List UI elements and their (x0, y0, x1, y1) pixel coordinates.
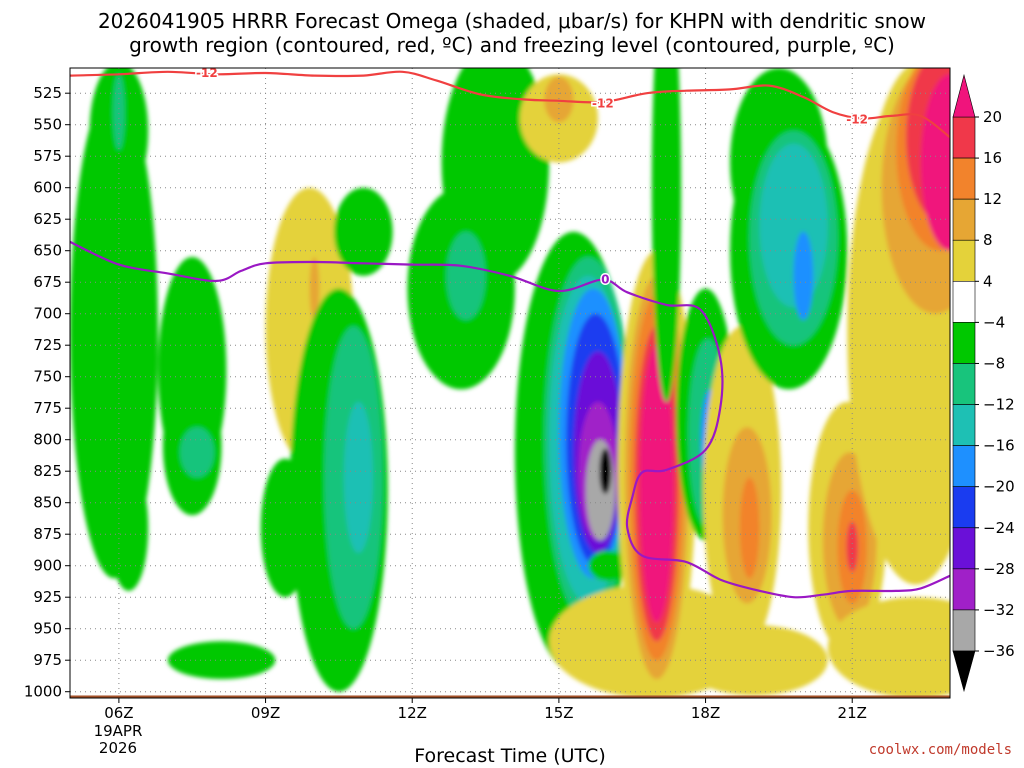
colorbar-label-3: 8 (983, 231, 993, 249)
plot-area: -12 -12 -12 0 (70, 66, 950, 698)
date-label-year: 2026 (99, 739, 137, 757)
dgz-contour-label-1: -12 (592, 96, 614, 110)
colorbar-label-7: −12 (983, 396, 1015, 414)
omega-cell-47 (759, 143, 828, 308)
colorbar-bin-1 (952, 157, 976, 200)
dgz-contour (70, 70, 950, 139)
colorbar-bin-3 (952, 239, 976, 282)
colorbar-label-4: 4 (983, 272, 993, 290)
y-tick-label-550: 550 (33, 116, 62, 134)
y-tick-label-775: 775 (33, 399, 62, 417)
y-tick-label-725: 725 (33, 336, 62, 354)
omega-cell-7 (167, 641, 276, 680)
title-line-1: 2026041905 HRRR Forecast Omega (shaded, … (98, 9, 926, 33)
colorbar-bin-9 (952, 486, 976, 529)
y-tick-label-750: 750 (33, 368, 62, 386)
colorbar-bottom-arrow (952, 650, 976, 693)
contour-lines: -12 -12 -12 0 (70, 66, 950, 599)
colorbar-label-6: −8 (983, 354, 1005, 372)
y-tick-label-950: 950 (33, 620, 62, 638)
colorbar-label-9: −20 (983, 478, 1015, 496)
y-tick-label-925: 925 (33, 588, 62, 606)
plot-frame (69, 67, 951, 699)
y-tick-label-900: 900 (33, 557, 62, 575)
y-tick-label-650: 650 (33, 242, 62, 260)
title-line-2: growth region (contoured, red, ºC) and f… (129, 33, 895, 57)
omega-cell-62 (827, 597, 950, 698)
colorbar-bin-5 (952, 322, 976, 364)
freezing-level-contour (70, 240, 950, 599)
y-tick-label-700: 700 (33, 305, 62, 323)
x-tick-label-21Z: 21Z (838, 704, 867, 722)
omega-cell-61 (920, 74, 950, 251)
y-tick-label-825: 825 (33, 462, 62, 480)
colorbar-label-8: −16 (983, 437, 1015, 455)
x-tick-label-18Z: 18Z (691, 704, 720, 722)
y-tick-label-850: 850 (33, 494, 62, 512)
omega-cell-48 (793, 231, 814, 320)
y-tick-label-975: 975 (33, 651, 62, 669)
shading-layer (70, 68, 950, 698)
ground-surface-group (70, 695, 950, 698)
omega-cell-0 (70, 86, 158, 579)
credit-link[interactable]: coolwx.com/models (869, 742, 1012, 758)
colorbar-bin-12 (952, 609, 976, 652)
colorbar-label-5: −4 (983, 313, 1005, 331)
colorbar-bin-0 (952, 116, 976, 159)
y-tick-label-625: 625 (33, 210, 62, 228)
colorbar-bin-6 (952, 363, 976, 405)
grid-lines (70, 68, 950, 698)
colorbar-bin-2 (952, 198, 976, 241)
colorbar-label-11: −28 (983, 560, 1015, 578)
colorbar-label-0: 20 (983, 108, 1002, 126)
colorbar-bin-8 (952, 445, 976, 487)
pressure-axis: 525 550 575 600 625 650 675 700 725 750 775 800 825 8… (24, 84, 70, 701)
x-tick-label-15Z: 15Z (544, 704, 573, 722)
colorbar-top-arrow (952, 73, 976, 118)
omega-cell-35 (639, 345, 674, 623)
omega-cell-49 (681, 624, 828, 696)
omega-cell-14 (334, 187, 393, 276)
colorbar-bin-4 (952, 281, 976, 323)
omega-cell-13 (343, 401, 374, 554)
colorbar-label-1: 16 (983, 149, 1002, 167)
time-axis: 19APR 2026 06Z 09Z 12Z 15Z 18Z 21Z (94, 698, 867, 757)
freezing-level-contour-label-0: 0 (601, 273, 609, 287)
colorbar: 20 16 12 8 4 −4 −8 −12 −16 −20 −24 −28 −32 −36 (952, 73, 1015, 693)
omega-cell-27 (585, 439, 616, 541)
omega-cell-19 (544, 76, 574, 123)
omega-cell-43 (739, 477, 760, 579)
omega-cell-17 (446, 231, 486, 320)
x-tick-label-06Z: 06Z (104, 704, 133, 722)
colorbar-label-10: −24 (983, 519, 1015, 537)
colorbar-label-13: −36 (983, 642, 1015, 660)
omega-cell-36 (651, 68, 682, 402)
omega-cell-29 (588, 550, 628, 581)
colorbar-label-12: −32 (983, 601, 1015, 619)
omega-shading (70, 68, 950, 698)
colorbar-bin-11 (952, 568, 976, 611)
y-tick-label-1000: 1000 (24, 683, 62, 701)
y-tick-label-525: 525 (33, 84, 62, 102)
y-tick-label-575: 575 (33, 147, 62, 165)
colorbar-bin-10 (952, 527, 976, 570)
omega-cell-9 (309, 257, 320, 320)
y-tick-label-675: 675 (33, 273, 62, 291)
y-tick-label-875: 875 (33, 525, 62, 543)
colorbar-label-2: 12 (983, 190, 1002, 208)
dgz-contour-label-0: -12 (196, 66, 218, 80)
x-axis-label: Forecast Time (UTC) (414, 745, 605, 767)
omega-cell-3 (109, 464, 149, 591)
x-tick-label-12Z: 12Z (398, 704, 427, 722)
x-tick-label-09Z: 09Z (251, 704, 280, 722)
omega-cell-6 (180, 427, 215, 478)
colorbar-bin-7 (952, 404, 976, 446)
ground-surface (70, 695, 950, 698)
omega-cell-53 (846, 521, 859, 572)
y-tick-label-600: 600 (33, 179, 62, 197)
date-label-day: 19APR (94, 722, 143, 740)
y-tick-label-800: 800 (33, 431, 62, 449)
dgz-contour-label-2: -12 (846, 113, 868, 127)
